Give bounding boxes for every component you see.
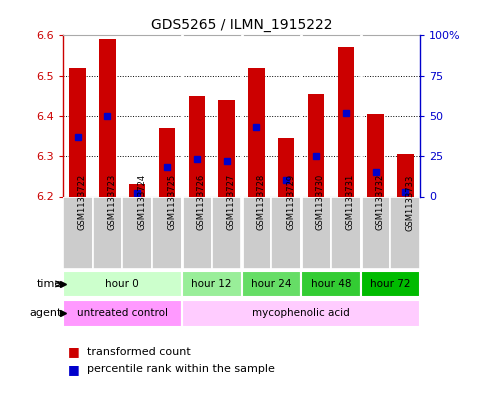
Bar: [182, 271, 242, 297]
Text: hour 48: hour 48: [311, 279, 351, 289]
Text: GSM1133725: GSM1133725: [167, 174, 176, 230]
Text: GSM1133722: GSM1133722: [78, 174, 86, 230]
Bar: [182, 196, 212, 269]
Bar: [93, 196, 122, 269]
Bar: [129, 184, 145, 196]
Bar: [248, 68, 265, 196]
Text: time: time: [37, 279, 62, 289]
Text: hour 72: hour 72: [370, 279, 411, 289]
Bar: [361, 196, 390, 269]
Bar: [152, 196, 182, 269]
Text: GSM1133726: GSM1133726: [197, 174, 206, 230]
Text: agent: agent: [30, 309, 62, 318]
Text: GSM1133731: GSM1133731: [346, 174, 355, 230]
Text: ■: ■: [68, 345, 79, 358]
Text: GSM1133723: GSM1133723: [108, 174, 116, 230]
Bar: [301, 196, 331, 269]
Text: GSM1133727: GSM1133727: [227, 174, 236, 230]
Bar: [63, 300, 182, 327]
Text: hour 12: hour 12: [191, 279, 232, 289]
Text: untreated control: untreated control: [77, 309, 168, 318]
Text: GSM1133730: GSM1133730: [316, 174, 325, 230]
Bar: [368, 114, 384, 196]
Text: percentile rank within the sample: percentile rank within the sample: [87, 364, 275, 375]
Bar: [70, 68, 86, 196]
Text: GSM1133724: GSM1133724: [137, 174, 146, 230]
Bar: [331, 196, 361, 269]
Bar: [159, 128, 175, 196]
Bar: [390, 196, 420, 269]
Bar: [242, 196, 271, 269]
Bar: [212, 196, 242, 269]
Bar: [361, 271, 420, 297]
Title: GDS5265 / ILMN_1915222: GDS5265 / ILMN_1915222: [151, 18, 332, 31]
Text: mycophenolic acid: mycophenolic acid: [252, 309, 350, 318]
Bar: [99, 39, 115, 197]
Bar: [218, 100, 235, 196]
Bar: [189, 96, 205, 196]
Text: GSM1133728: GSM1133728: [256, 174, 265, 230]
Text: hour 24: hour 24: [251, 279, 292, 289]
Bar: [242, 271, 301, 297]
Bar: [308, 94, 324, 196]
Bar: [278, 138, 294, 196]
Bar: [182, 300, 420, 327]
Bar: [63, 271, 182, 297]
Text: transformed count: transformed count: [87, 347, 191, 357]
Text: GSM1133733: GSM1133733: [405, 174, 414, 231]
Text: GSM1133729: GSM1133729: [286, 174, 295, 230]
Bar: [63, 196, 93, 269]
Bar: [338, 48, 354, 196]
Bar: [397, 154, 413, 196]
Bar: [271, 196, 301, 269]
Text: hour 0: hour 0: [105, 279, 139, 289]
Bar: [301, 271, 361, 297]
Bar: [122, 196, 152, 269]
Text: GSM1133732: GSM1133732: [376, 174, 384, 230]
Text: ■: ■: [68, 363, 79, 376]
